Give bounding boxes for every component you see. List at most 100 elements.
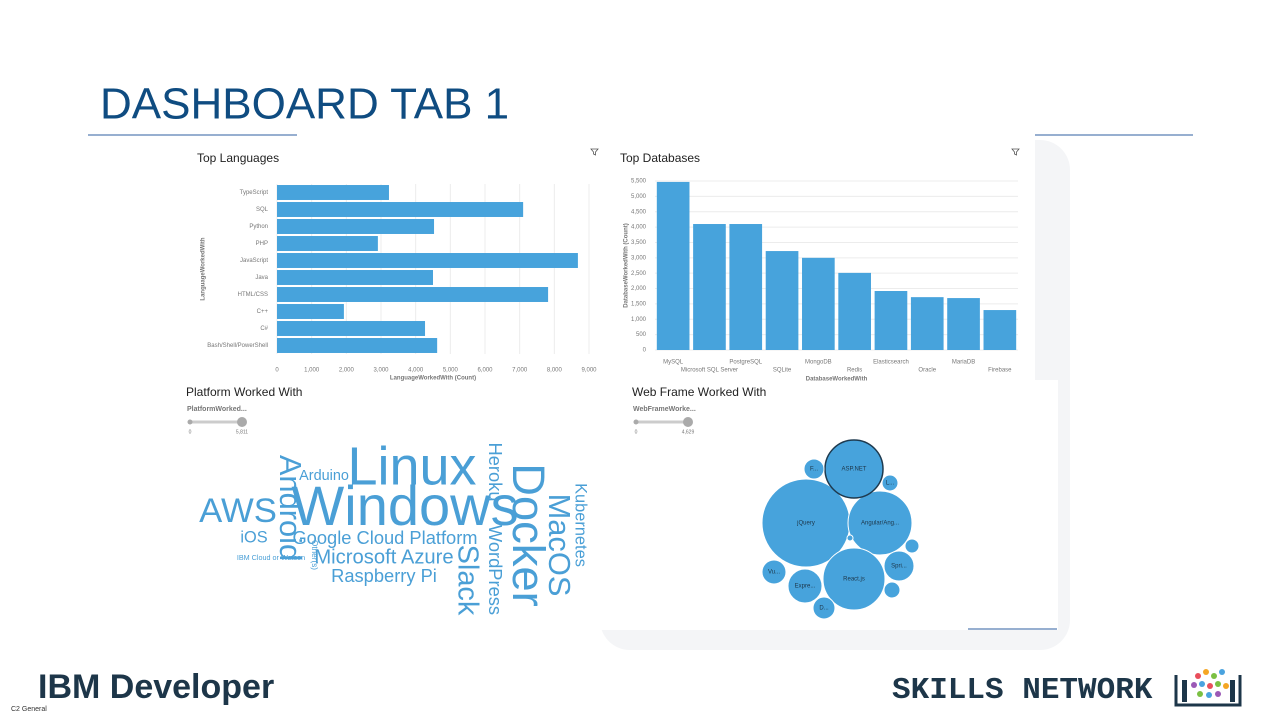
bar [277, 321, 426, 336]
y-tick-label: C# [260, 326, 268, 332]
y-tick-label: 1,000 [631, 317, 647, 323]
bubble [847, 490, 913, 556]
y-tick-label: 5,500 [631, 179, 647, 185]
word: Kubernetes [572, 483, 590, 567]
bubble [846, 534, 854, 542]
bar [729, 224, 763, 350]
x-tick-label: 5,000 [443, 368, 459, 374]
y-tick-label: 3,000 [631, 255, 647, 261]
word: IBM Cloud or Watson [237, 553, 305, 562]
filter-icon[interactable] [590, 148, 599, 156]
slider-label: 4,629 [682, 429, 695, 435]
x-tick-label: 0 [275, 368, 279, 374]
x-tick-label: 2,000 [339, 368, 355, 374]
bar [277, 270, 433, 285]
bubble [881, 474, 899, 492]
bar [802, 257, 835, 350]
x-tick-label: Firebase [988, 368, 1012, 374]
y-tick-label: JavaScript [240, 258, 268, 264]
bubble-label: Vu... [768, 570, 780, 576]
x-tick-label: Elasticsearch [873, 360, 909, 366]
word: Heroku [485, 443, 506, 502]
filter-icon[interactable] [1011, 148, 1020, 156]
x-axis-title: LanguageWorkedWith (Count) [390, 376, 476, 382]
x-tick-label: MariaDB [952, 360, 975, 366]
bubble [761, 559, 787, 585]
filter-label: WebFrameWorke... [633, 406, 696, 413]
bubble [812, 596, 836, 620]
slider-label: 5,811 [236, 429, 248, 435]
bar [947, 298, 980, 350]
bubble-label: Angular/Ang... [861, 521, 899, 527]
bar [910, 297, 944, 350]
x-tick-label: Microsoft SQL Server [681, 368, 738, 374]
bubble [883, 581, 901, 599]
bar [983, 310, 1017, 350]
x-tick-label: MySQL [663, 360, 684, 366]
x-tick-label: 1,000 [304, 368, 320, 374]
bar [277, 253, 578, 268]
x-tick-label: 6,000 [477, 368, 493, 374]
bar [693, 224, 726, 350]
y-tick-label: 5,000 [631, 194, 647, 200]
bubble [787, 568, 823, 604]
filter-label: PlatformWorked... [187, 406, 247, 413]
x-tick-label: 8,000 [547, 368, 563, 374]
slider-thumb [683, 417, 693, 427]
y-tick-label: 4,500 [631, 209, 647, 215]
bubble-label: Spri... [891, 564, 907, 570]
bar [277, 304, 344, 319]
bubble-label: React.js [843, 577, 865, 583]
y-tick-label: 500 [636, 332, 647, 338]
bubble-label: Expre... [795, 584, 816, 590]
bar [656, 181, 690, 350]
word: AWS [199, 492, 277, 530]
bubble-label: F... [810, 467, 818, 473]
word: Google Cloud Platform [292, 527, 477, 548]
y-tick-label: HTML/CSS [238, 292, 268, 298]
bubble [822, 547, 886, 611]
x-tick-label: Oracle [918, 368, 936, 374]
x-tick-label: 3,000 [373, 368, 389, 374]
y-tick-label: 1,500 [631, 301, 647, 307]
bubble [803, 458, 825, 480]
y-tick-label: Java [255, 275, 268, 281]
y-tick-label: 3,500 [631, 240, 647, 246]
y-tick-label: SQL [256, 207, 269, 213]
word: Microsoft Azure [314, 546, 453, 568]
y-tick-label: 4,000 [631, 225, 647, 231]
y-tick-label: TypeScript [240, 190, 269, 196]
bar [277, 185, 389, 200]
slider-thumb [187, 419, 193, 425]
y-tick-label: Python [249, 224, 268, 230]
slider-thumb [237, 417, 247, 427]
x-tick-label: PostgreSQL [729, 360, 762, 366]
y-axis-title: LanguageWorkedWith [201, 237, 207, 301]
bar [277, 219, 435, 234]
y-tick-label: C++ [257, 309, 269, 315]
word: MacOS [542, 494, 577, 597]
bubble [904, 538, 920, 554]
panel-title: Platform Worked With [186, 385, 302, 399]
bubble-label: jQuery [796, 521, 815, 527]
word: Docker [503, 463, 554, 606]
y-tick-label: 2,000 [631, 286, 647, 292]
word: Linux [348, 436, 477, 496]
bubble [824, 439, 884, 499]
x-tick-label: MongoDB [805, 360, 832, 366]
word: Raspberry Pi [331, 565, 437, 586]
y-tick-label: Bash/Shell/PowerShell [207, 343, 268, 349]
word: Windows [291, 474, 518, 537]
x-tick-label: Redis [847, 368, 862, 374]
word: Android [273, 455, 308, 561]
y-tick-label: PHP [256, 241, 268, 247]
bubble-label: L... [886, 481, 895, 487]
bubble-label: D... [819, 606, 829, 612]
x-tick-label: SQLite [773, 368, 792, 374]
y-tick-label: 2,500 [631, 271, 647, 277]
word: iOS [240, 528, 267, 546]
x-tick-label: 9,000 [581, 368, 597, 374]
skills-network: SKILLS NETWORK [892, 673, 1153, 708]
slider-label: 0 [635, 429, 638, 435]
